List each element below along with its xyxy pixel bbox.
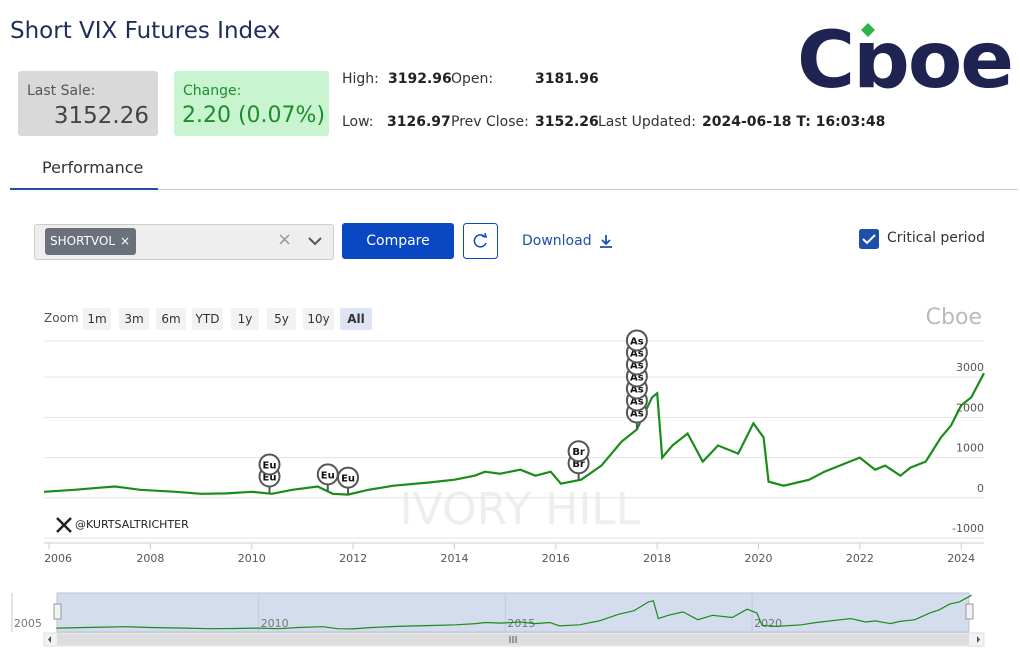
high-label: High: — [342, 71, 379, 87]
chevron[interactable] — [307, 236, 323, 246]
clear-icon[interactable]: × — [277, 229, 293, 250]
flag — [567, 440, 590, 463]
x-tick-label: 2010 — [238, 552, 266, 565]
x-logo — [56, 517, 72, 533]
flag — [258, 453, 281, 476]
x-tick-label: 2016 — [542, 552, 570, 565]
flag-label: As — [630, 372, 644, 383]
navigator-tick-label: 2005 — [14, 617, 42, 630]
flag — [337, 466, 360, 489]
tab[interactable]: Performance — [42, 158, 144, 177]
symbol-chip[interactable]: SHORTVOL × — [45, 228, 136, 255]
prev-close-label: Prev Close: — [451, 114, 529, 130]
compare-button[interactable]: Compare — [342, 223, 454, 259]
zoom-button[interactable]: 6m — [156, 308, 186, 330]
refresh-button[interactable] — [463, 223, 498, 259]
x-tick-label: 2006 — [44, 552, 72, 565]
last-sale-box — [18, 71, 158, 136]
zoom-button[interactable]: All — [340, 308, 372, 330]
flag-label: As — [630, 384, 644, 395]
flag-label: Eu — [263, 461, 277, 472]
flag-label: Eu — [321, 470, 335, 481]
flag-label: Eu — [263, 473, 277, 484]
zoom-button[interactable]: 5y — [267, 308, 296, 330]
flag-label: As — [630, 408, 644, 419]
x-tick-label: 2024 — [947, 552, 975, 565]
navigator-handle — [965, 603, 974, 620]
navigator-tick-label: 2010 — [261, 617, 289, 630]
scroll-grip — [509, 636, 517, 643]
logo-watermark: Cboe — [926, 305, 982, 330]
series-line — [43, 372, 985, 496]
zoom-button[interactable]: 3m — [119, 308, 149, 330]
high-value: 3192.96 — [388, 71, 452, 87]
flag-label: Br — [572, 459, 585, 470]
scroll-arrow-left — [48, 636, 51, 643]
chart: IVORY HILL Cboe @KURTSALTRICHTER -1000 0 1000… — [11, 305, 985, 647]
updated-value: 2024-06-18 T: 16:03:48 — [702, 114, 886, 130]
logo-diamond — [861, 23, 875, 37]
download-icon[interactable] — [598, 233, 614, 249]
flag-label: Br — [572, 447, 585, 458]
brand-watermark: IVORY HILL — [400, 484, 641, 535]
x-tick-label: 2008 — [136, 552, 164, 565]
low-value: 3126.97 — [387, 114, 451, 130]
flag-label: As — [630, 360, 644, 371]
y-tick-label: -1000 — [952, 522, 984, 535]
zoom-button[interactable]: 1m — [83, 308, 111, 330]
logo: Cboe — [797, 16, 1014, 100]
x-tick-label: 2022 — [846, 552, 874, 565]
navigator-tick-label: 2015 — [507, 617, 535, 630]
x-tick-label: 2012 — [339, 552, 367, 565]
low-label: Low: — [342, 114, 374, 130]
critical-label[interactable]: Critical period — [887, 230, 986, 246]
updated-label: Last Updated: — [598, 114, 696, 130]
credit: @KURTSALTRICHTER — [75, 518, 189, 531]
last-sale-label: Last Sale: — [27, 83, 96, 99]
navigator-mask — [56, 592, 970, 633]
prev-close-value: 3152.26 — [535, 114, 599, 130]
change-box — [174, 71, 329, 136]
x-tick-label: 2020 — [745, 552, 773, 565]
flag-label: As — [630, 336, 644, 347]
chip-close[interactable]: × — [120, 234, 131, 248]
flag — [625, 329, 648, 352]
open-value: 3181.96 — [535, 71, 599, 87]
x-tick-label: 2018 — [643, 552, 671, 565]
scroll-arrow-right — [977, 636, 980, 643]
zoom-button[interactable]: 10y — [303, 308, 334, 330]
y-tick-label: 0 — [977, 482, 984, 495]
tab-underline — [10, 188, 158, 190]
symbol-text: SHORTVOL — [50, 234, 116, 248]
download-link[interactable]: Download — [522, 233, 592, 249]
navigator-line — [56, 594, 972, 630]
flag-label: As — [630, 348, 644, 359]
tab-rule — [10, 189, 1018, 190]
change-label: Change: — [183, 83, 242, 99]
x-tick-label: 2014 — [440, 552, 468, 565]
zoom-label: Zoom — [44, 311, 79, 325]
zoom-button[interactable]: YTD — [192, 308, 223, 330]
change-value: 2.20 (0.07%) — [182, 103, 326, 128]
y-tick-label: 1000 — [956, 442, 984, 455]
y-tick-label: 3000 — [956, 361, 984, 374]
logo-text: Cboe — [797, 16, 1012, 100]
zoom-button[interactable]: 1y — [231, 308, 259, 330]
open-label: Open: — [451, 71, 494, 87]
flag-label: Eu — [341, 474, 355, 485]
critical-checkbox[interactable] — [859, 229, 879, 249]
navigator-tick-label: 2020 — [754, 617, 782, 630]
page-title: Short VIX Futures Index — [10, 18, 281, 44]
navigator-handle — [53, 603, 62, 620]
flag-label: As — [630, 396, 644, 407]
last-sale-value: 3152.26 — [53, 103, 149, 129]
